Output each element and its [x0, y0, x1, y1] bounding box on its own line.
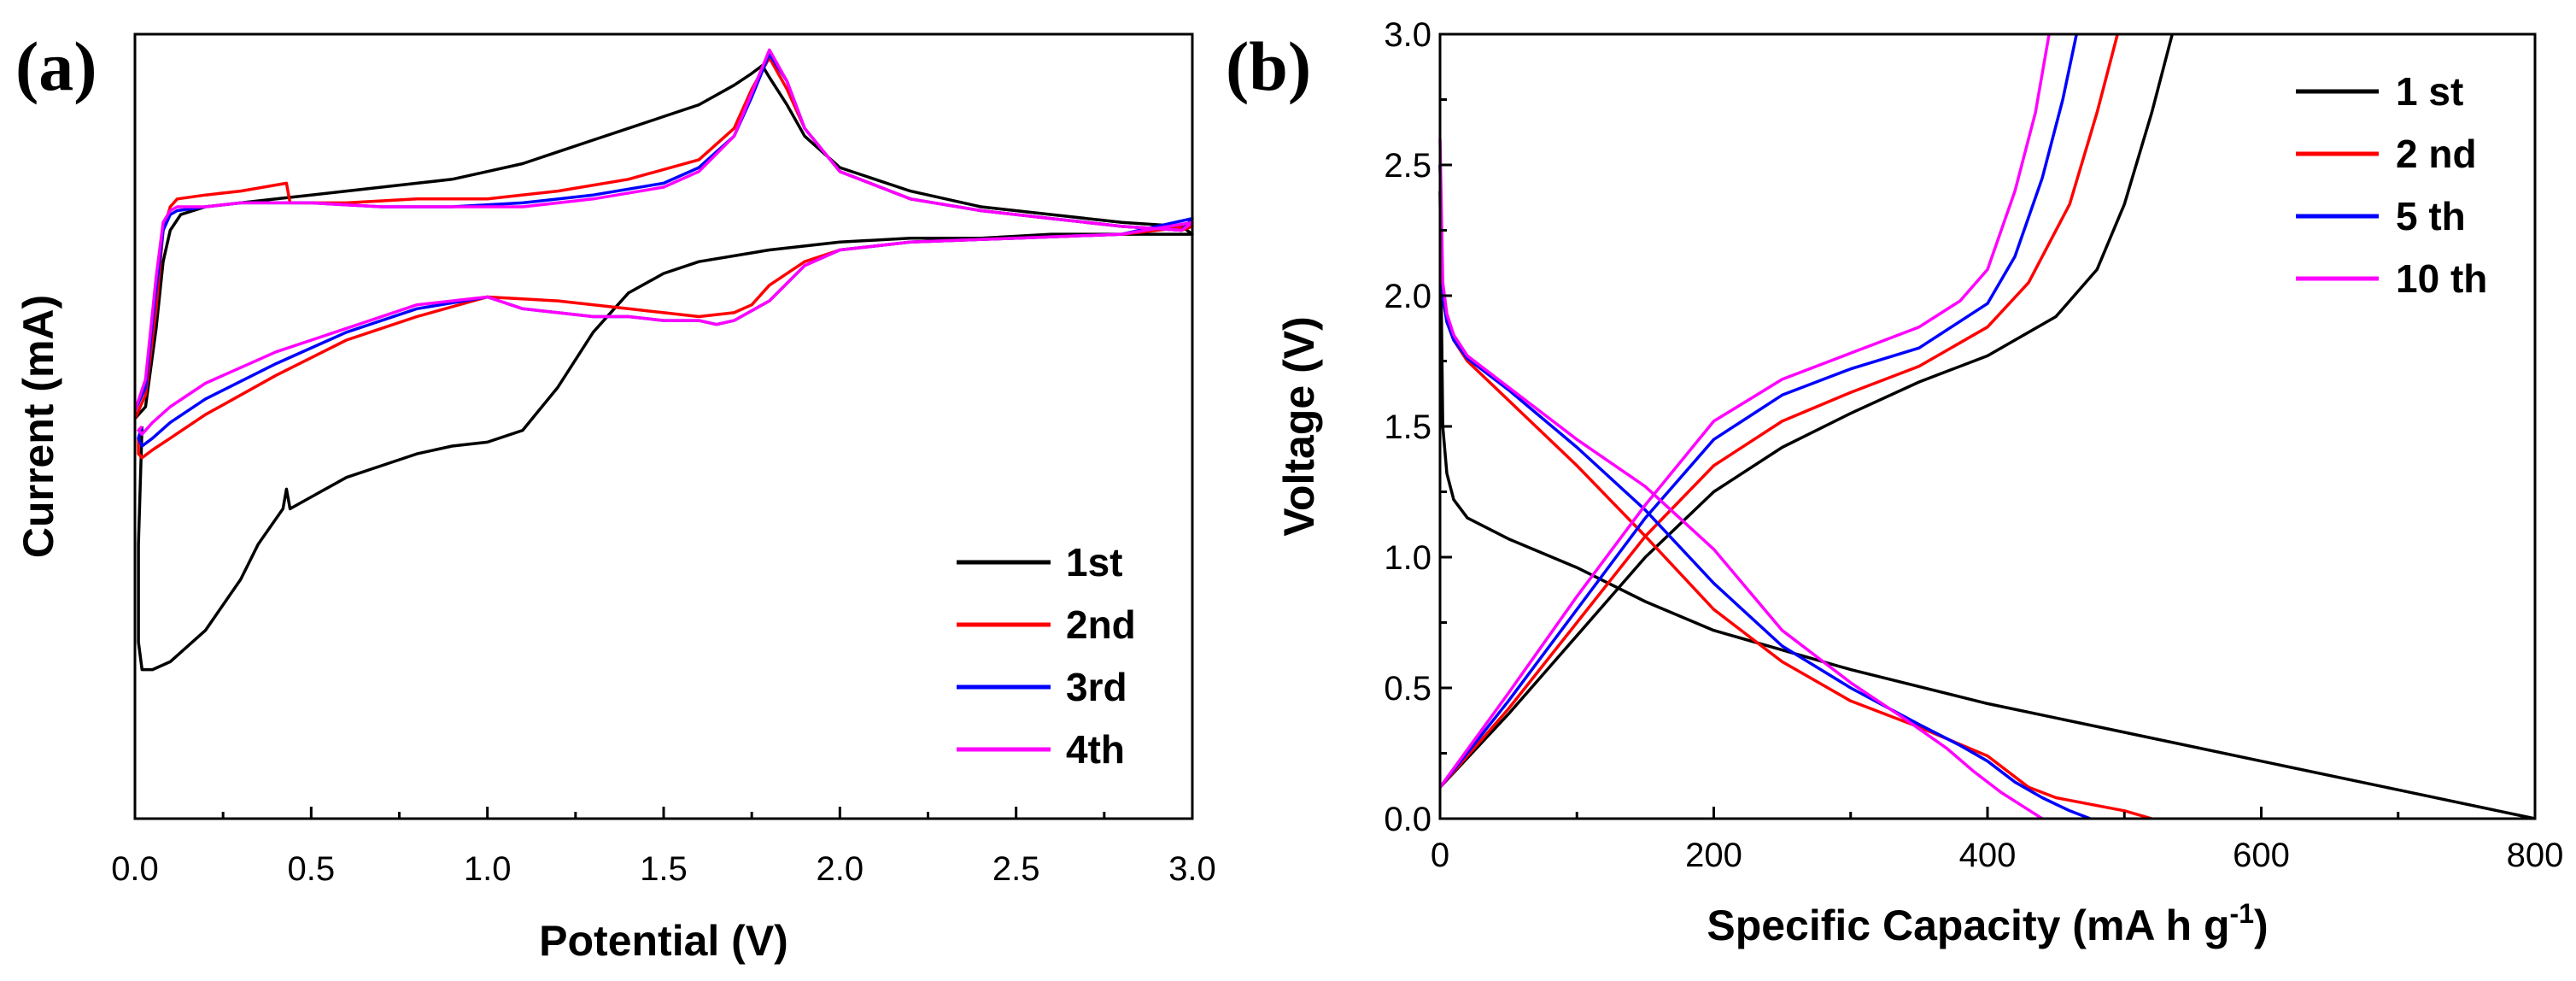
- panel-a-x-tick-label: 2.5: [992, 850, 1040, 888]
- panel-a-legend-label: 4th: [1066, 727, 1125, 772]
- panel-a-y-axis-label: Current (mA): [15, 295, 62, 558]
- panel-b-legend-label: 5 th: [2396, 194, 2466, 238]
- panel-b-series-10th-charge: [1438, 33, 2051, 789]
- panel-a-series-4th: [133, 48, 1194, 436]
- panel-a-x-tick-label: 3.0: [1168, 850, 1216, 888]
- panel-a: (a) 0.0 0.5 1.0 1.5 2.0 2.5 3.0 Potential (V) …: [15, 27, 1216, 965]
- panel-b-y-tick-label: 2.0: [1384, 278, 1431, 315]
- panel-b-y-tick-label: 2.5: [1384, 147, 1431, 185]
- panel-b-y-tick-label: 1.5: [1384, 408, 1431, 446]
- panel-a-series: [133, 48, 1194, 672]
- panel-a-legend-label: 1st: [1066, 540, 1122, 584]
- panel-a-x-tick-label: 0.5: [288, 850, 336, 888]
- panel-b-series-1st-charge: [1438, 33, 2174, 789]
- panel-b-y-tick-label: 0.5: [1384, 670, 1431, 708]
- panel-b: (b) 0 200 400 600 800 0.00.51.01.52.02.53.0 …: [1226, 16, 2563, 949]
- panel-a-frame: [133, 32, 1194, 820]
- panel-b-y-tick-label: 1.0: [1384, 539, 1431, 577]
- panel-b-series-2nd-discharge: [1438, 164, 2152, 820]
- panel-b-series-5th-charge: [1438, 33, 2078, 789]
- panel-b-legend-label: 10 th: [2396, 256, 2487, 301]
- panel-b-legend-label: 1 st: [2396, 69, 2463, 114]
- panel-b-legend-label: 2 nd: [2396, 132, 2477, 176]
- panel-b-x-ticks: 0 200 400 600 800: [1431, 807, 2564, 874]
- panel-a-label: (a): [15, 27, 97, 105]
- panel-b-y-ticks: 0.0 0.5 1.0 1.5 2.0 2.5 3.0: [1384, 16, 1452, 838]
- panel-b-x-tick-label: 0: [1431, 837, 1449, 874]
- panel-b-series-5th-discharge: [1438, 164, 2091, 820]
- panel-a-x-tick-label: 1.0: [464, 850, 512, 888]
- panel-b-x-tick-label: 600: [2233, 837, 2290, 874]
- panel-a-series-3rd: [133, 52, 1194, 448]
- panel-b-series-2nd-charge: [1438, 33, 2119, 789]
- panel-a-legend-label: 3rd: [1066, 665, 1127, 709]
- panel-b-x-axis-label-suffix: ): [2254, 902, 2269, 949]
- panel-b-x-tick-label: 800: [2507, 837, 2564, 874]
- panel-a-x-ticks: 0.0 0.5 1.0 1.5 2.0 2.5 3.0: [111, 807, 1216, 888]
- panel-a-x-tick-label: 2.0: [817, 850, 864, 888]
- panel-b-y-tick-label: 0.0: [1384, 801, 1431, 838]
- panel-a-legend-label: 2nd: [1066, 602, 1136, 647]
- panel-a-x-tick-label: 1.5: [640, 850, 688, 888]
- panel-a-legend: 1st 2nd 3rd 4th: [957, 540, 1136, 772]
- panel-a-series-1st: [133, 63, 1194, 672]
- panel-a-x-tick-label: 0.0: [111, 850, 159, 888]
- panel-b-x-axis-label-sup: -1: [2230, 898, 2254, 929]
- panel-b-x-tick-label: 200: [1685, 837, 1742, 874]
- panel-b-x-tick-label: 400: [1959, 837, 2017, 874]
- panel-b-x-axis-label-main: Specific Capacity (mA h g: [1707, 902, 2229, 949]
- panel-a-x-axis-label: Potential (V): [539, 917, 788, 965]
- panel-b-series-10th-discharge: [1438, 138, 2044, 820]
- panel-b-legend: 1 st 2 nd 5 th 10 th: [2296, 69, 2487, 301]
- panel-b-y-axis-label: Voltage (V): [1275, 316, 1323, 536]
- panel-b-series-1st-discharge: [1438, 191, 2536, 820]
- panel-b-y-tick-label: 3.0: [1384, 16, 1431, 54]
- panel-b-series: [1438, 33, 2536, 820]
- panel-b-label: (b): [1226, 27, 1311, 105]
- panel-b-x-axis-label: Specific Capacity (mA h g-1): [1707, 898, 2268, 949]
